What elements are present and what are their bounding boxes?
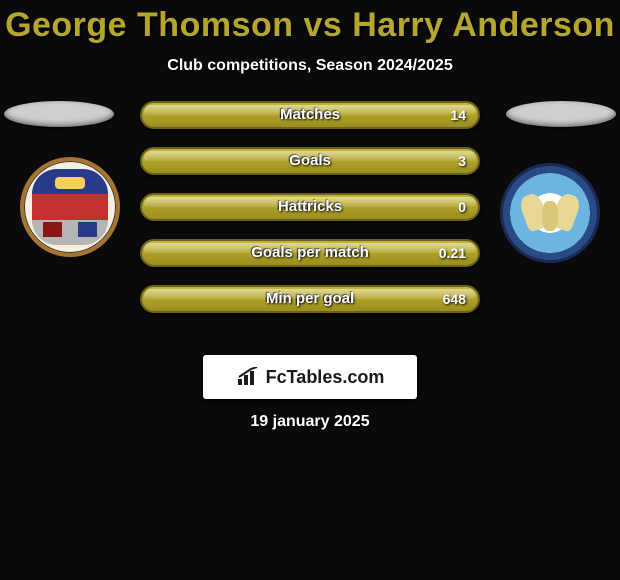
player-photo-left [4,101,114,127]
stat-value-right: 3 [458,149,466,173]
stat-bar: Min per goal648 [140,285,480,313]
stat-value-right: 648 [443,287,466,311]
stat-label: Min per goal [142,287,478,311]
subtitle: Club competitions, Season 2024/2025 [0,57,620,75]
page-title: George Thomson vs Harry Anderson [0,0,620,45]
stat-bar: Matches14 [140,101,480,129]
comparison-area: Matches14 Goals3 Hattricks0 Goals per match… [0,101,620,341]
brand-badge: FcTables.com [203,355,417,399]
stat-bar: Hattricks0 [140,193,480,221]
date-label: 19 january 2025 [0,413,620,431]
stat-value-right: 14 [450,103,466,127]
club-crest-left [20,157,120,257]
bar-chart-icon [236,367,260,387]
stat-bar: Goals per match0.21 [140,239,480,267]
stat-label: Goals [142,149,478,173]
stat-label: Matches [142,103,478,127]
stat-value-right: 0.21 [439,241,466,265]
stat-bars: Matches14 Goals3 Hattricks0 Goals per match… [140,101,480,331]
stat-label: Goals per match [142,241,478,265]
stat-bar: Goals3 [140,147,480,175]
brand-text: FcTables.com [266,367,385,388]
club-crest-right [500,163,600,263]
player-photo-right [506,101,616,127]
stat-label: Hattricks [142,195,478,219]
stat-value-right: 0 [458,195,466,219]
